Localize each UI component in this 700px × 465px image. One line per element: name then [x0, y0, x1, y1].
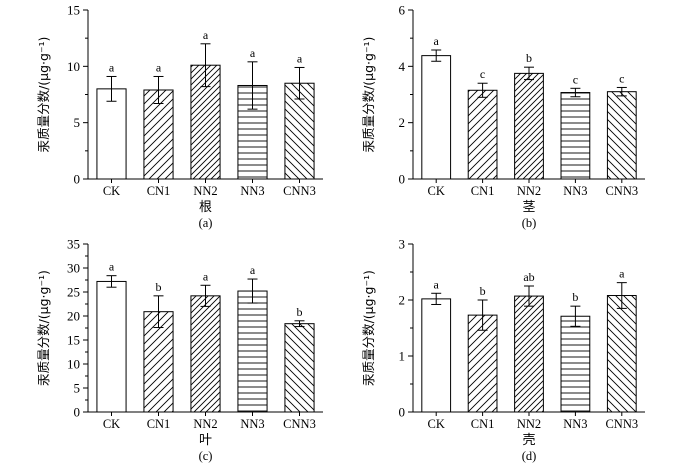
x-tick-label: CN1 [471, 417, 495, 431]
significance-letter: a [250, 263, 256, 277]
x-tick-label: CNN3 [605, 417, 638, 431]
y-axis-title: 汞质量分数/(μg·g⁻¹) [361, 37, 376, 153]
y-tick-label: 5 [74, 115, 81, 130]
bar [560, 315, 591, 413]
y-tick-label: 10 [67, 357, 80, 372]
x-tick-label: NN3 [563, 184, 587, 198]
bar [421, 55, 452, 180]
x-tick-label: NN3 [240, 184, 264, 198]
y-axis-title: 汞质量分数/(μg·g⁻¹) [361, 270, 376, 386]
bar [606, 295, 637, 413]
x-tick-label: CNN3 [283, 184, 316, 198]
significance-letter: a [434, 277, 440, 291]
x-tick-label: NN2 [517, 417, 541, 431]
y-tick-label: 0 [74, 172, 81, 187]
bar [143, 89, 174, 180]
significance-letter: c [619, 71, 624, 85]
y-axis-title: 汞质量分数/(μg·g⁻¹) [36, 37, 51, 153]
bar [284, 323, 315, 413]
x-axis-title: 壳 [522, 433, 535, 448]
x-axis-title: 茎 [522, 200, 535, 215]
significance-letter: a [250, 46, 256, 60]
significance-letter: b [480, 284, 486, 298]
panel-label: (d) [522, 449, 537, 463]
x-tick-label: CK [103, 417, 120, 431]
y-tick-label: 35 [67, 237, 80, 252]
x-tick-label: CK [428, 184, 445, 198]
x-tick-label: CK [103, 184, 120, 198]
bar [514, 295, 544, 413]
x-tick-label: NN3 [240, 417, 264, 431]
y-tick-label: 20 [67, 309, 80, 324]
significance-letter: a [203, 28, 209, 42]
significance-letter: a [297, 51, 303, 65]
significance-letter: a [156, 60, 162, 74]
x-tick-label: CN1 [471, 184, 495, 198]
significance-letter: a [109, 260, 115, 274]
significance-letter: c [480, 67, 485, 81]
bar [606, 91, 637, 180]
y-tick-label: 2 [399, 115, 406, 130]
y-tick-label: 1 [399, 349, 406, 364]
x-axis-title: 叶 [199, 433, 212, 448]
significance-letter: a [619, 267, 625, 281]
y-tick-label: 2 [399, 293, 406, 308]
significance-letter: ab [523, 270, 534, 284]
y-tick-label: 15 [67, 3, 80, 18]
significance-letter: a [203, 269, 209, 283]
y-tick-label: 6 [399, 3, 406, 18]
significance-letter: b [572, 290, 578, 304]
significance-letter: a [109, 60, 115, 74]
x-axis-title: 根 [199, 200, 212, 215]
y-tick-label: 0 [399, 172, 406, 187]
bar [190, 64, 221, 180]
panel-label: (b) [522, 216, 537, 230]
bar [467, 89, 498, 180]
significance-letter: b [297, 305, 303, 319]
significance-letter: c [573, 72, 578, 86]
x-tick-label: NN2 [517, 184, 541, 198]
y-axis-title: 汞质量分数/(μg·g⁻¹) [36, 270, 51, 386]
y-tick-label: 15 [67, 333, 80, 348]
bar [514, 72, 544, 180]
bar [190, 295, 221, 413]
x-tick-label: NN3 [563, 417, 587, 431]
bar [421, 298, 452, 413]
y-tick-label: 5 [74, 381, 81, 396]
bar [96, 280, 127, 413]
x-tick-label: CN1 [147, 417, 171, 431]
y-tick-label: 25 [67, 285, 80, 300]
x-tick-label: NN2 [193, 184, 217, 198]
y-tick-label: 4 [399, 59, 406, 74]
x-tick-label: CNN3 [283, 417, 316, 431]
x-tick-label: CK [428, 417, 445, 431]
y-tick-label: 0 [399, 405, 406, 420]
y-tick-label: 0 [74, 405, 81, 420]
bar [560, 92, 591, 180]
x-tick-label: CNN3 [605, 184, 638, 198]
y-tick-label: 3 [399, 237, 406, 252]
bar [96, 88, 127, 180]
bar [237, 290, 268, 413]
significance-letter: b [156, 280, 162, 294]
x-tick-label: NN2 [193, 417, 217, 431]
panel-label: (c) [199, 449, 213, 463]
significance-letter: a [434, 34, 440, 48]
panel-label: (a) [199, 216, 213, 230]
significance-letter: b [526, 51, 532, 65]
y-tick-label: 10 [67, 59, 80, 74]
y-tick-label: 30 [67, 261, 80, 276]
x-tick-label: CN1 [147, 184, 171, 198]
